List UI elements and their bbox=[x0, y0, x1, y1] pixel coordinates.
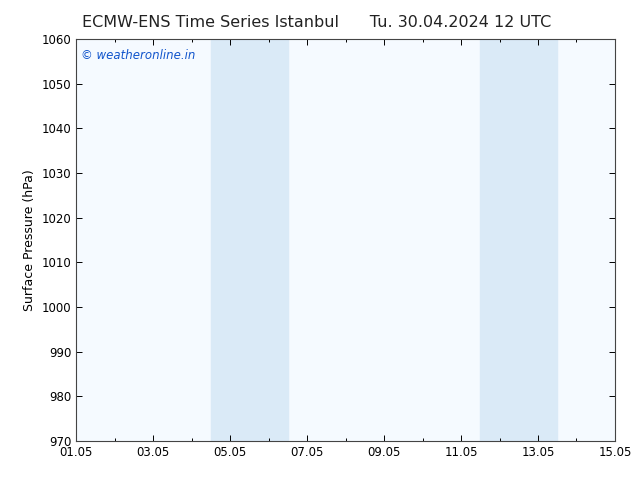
Text: ECMW-ENS Time Series Istanbul      Tu. 30.04.2024 12 UTC: ECMW-ENS Time Series Istanbul Tu. 30.04.… bbox=[82, 15, 552, 30]
Bar bbox=[480, 39, 557, 441]
Y-axis label: Surface Pressure (hPa): Surface Pressure (hPa) bbox=[23, 169, 36, 311]
Bar bbox=[210, 39, 288, 441]
Text: © weatheronline.in: © weatheronline.in bbox=[81, 49, 196, 62]
